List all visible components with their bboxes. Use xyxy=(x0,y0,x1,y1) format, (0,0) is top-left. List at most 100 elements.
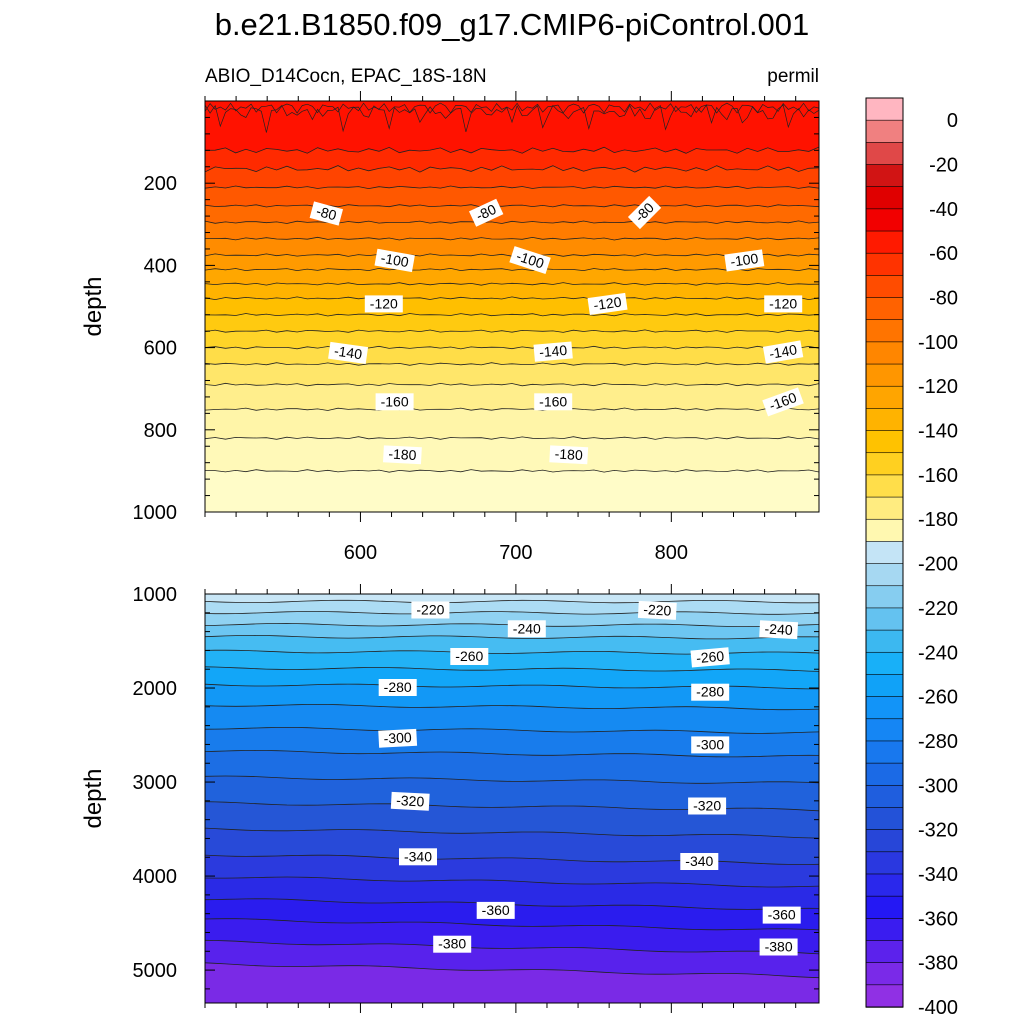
contour-label-text: -360 xyxy=(768,907,796,923)
contour-line xyxy=(205,267,819,272)
colorbar-label: -20 xyxy=(929,155,958,177)
y-axis-label: depth xyxy=(80,276,107,336)
contour-label-box xyxy=(762,906,801,924)
contour-label-text: -140 xyxy=(333,343,363,363)
contour-label: -220 xyxy=(637,600,677,620)
colorbar-label: -300 xyxy=(918,775,958,797)
contour-label-text: -120 xyxy=(769,295,797,311)
contour-label: -140 xyxy=(328,341,369,364)
colorbar-box xyxy=(865,541,904,565)
contour-label-box xyxy=(587,292,628,315)
colorbar-label: -60 xyxy=(929,243,958,265)
contour-label: -260 xyxy=(690,647,730,668)
contour-label-text: -300 xyxy=(383,729,412,746)
colorbar-box xyxy=(865,984,904,1008)
colorbar-box xyxy=(865,585,904,609)
plot-area xyxy=(205,594,819,1003)
colorbar-label: -100 xyxy=(918,332,958,354)
contour-label: -100 xyxy=(509,246,551,274)
contour-line xyxy=(205,101,819,133)
colorbar-box xyxy=(865,873,904,897)
contour-label-box xyxy=(399,848,437,866)
colorbar-label: -220 xyxy=(918,598,958,620)
colorbar-box xyxy=(865,674,904,698)
y-tick-label: 600 xyxy=(144,338,177,360)
contour-label: -360 xyxy=(762,906,801,924)
subtitle-left: ABIO_D14Cocn, EPAC_18S-18N xyxy=(205,66,487,87)
contour-label: -120 xyxy=(587,292,628,315)
colorbar-box xyxy=(865,341,904,365)
y-tick-label: 1000 xyxy=(133,502,178,524)
colorbar-box xyxy=(865,829,904,853)
contour-label: -300 xyxy=(378,728,418,748)
contour-label: -120 xyxy=(364,295,403,313)
contour-label: -300 xyxy=(691,736,730,754)
contour-label-box xyxy=(637,600,677,620)
plot-frame xyxy=(204,100,820,513)
contour-label: -280 xyxy=(378,679,417,696)
contour-label-text: -280 xyxy=(696,684,724,700)
contour-label-text: -160 xyxy=(539,393,567,409)
contour-label-box xyxy=(759,938,798,956)
colorbar-box xyxy=(865,762,904,786)
colorbar-box xyxy=(865,208,904,232)
contour-line xyxy=(205,329,819,333)
colorbar-box xyxy=(865,97,904,121)
contour-label-box xyxy=(724,249,765,272)
contour-label-box xyxy=(450,648,489,665)
contour-label-text: -260 xyxy=(455,648,483,664)
contour-label: -220 xyxy=(411,601,450,619)
x-tick-label: 600 xyxy=(344,542,377,564)
contour-label: -120 xyxy=(764,295,803,313)
contour-line xyxy=(205,726,819,734)
colorbar-box xyxy=(865,563,904,587)
contour-label-box xyxy=(309,201,344,226)
contour-line xyxy=(205,345,819,350)
contour-label: -160 xyxy=(534,393,573,411)
plot-area xyxy=(205,101,819,512)
contour-line xyxy=(205,313,819,317)
contour-label-box xyxy=(627,195,662,230)
colorbar-box xyxy=(865,230,904,254)
y-tick-label: 4000 xyxy=(133,866,178,888)
colorbar-label: -380 xyxy=(918,953,958,975)
contour-line xyxy=(205,666,819,672)
contour-line xyxy=(205,101,819,114)
contour-label: -340 xyxy=(680,853,719,870)
figure-title: b.e21.B1850.f09_g17.CMIP6-piControl.001 xyxy=(215,7,810,42)
colorbar-label: -360 xyxy=(918,908,958,930)
contour-line xyxy=(205,165,819,173)
contour-label-text: -320 xyxy=(396,792,425,809)
contour-label-box xyxy=(328,341,369,364)
contour-label: -80 xyxy=(469,198,504,227)
colorbar-box xyxy=(865,518,904,543)
contour-label-text: -280 xyxy=(384,679,412,695)
contour-label: -380 xyxy=(759,938,798,956)
contour-label-text: -140 xyxy=(538,342,568,360)
colorbar-box xyxy=(865,851,904,875)
contour-label: -320 xyxy=(390,791,430,811)
contour-line xyxy=(205,939,819,955)
contour-line xyxy=(205,436,819,440)
lower-panel: -220 -220 -240 -240 -260 -260 -280 -280 -300 -300… xyxy=(80,584,820,1013)
contour-line xyxy=(205,146,819,154)
colorbar-label: -40 xyxy=(929,199,958,221)
contour-label-box xyxy=(375,393,414,411)
colorbar-label: 0 xyxy=(947,110,958,132)
contour-line xyxy=(205,469,819,473)
colorbar-box xyxy=(865,408,904,432)
contour-line xyxy=(205,749,819,758)
contour-line xyxy=(205,296,819,301)
contour-label-box xyxy=(378,728,418,748)
colorbar-box xyxy=(865,142,904,166)
contour-label-text: -360 xyxy=(482,902,510,918)
contour-label-box xyxy=(433,935,472,953)
contour-label-text: -340 xyxy=(404,848,432,864)
contour-line xyxy=(205,204,819,208)
contour-label-box xyxy=(374,248,415,273)
colorbar-box xyxy=(865,430,904,454)
contour-label-box xyxy=(764,295,803,313)
contour-line xyxy=(205,362,819,366)
contour-label-box xyxy=(691,736,730,754)
fill-band xyxy=(205,962,819,1003)
